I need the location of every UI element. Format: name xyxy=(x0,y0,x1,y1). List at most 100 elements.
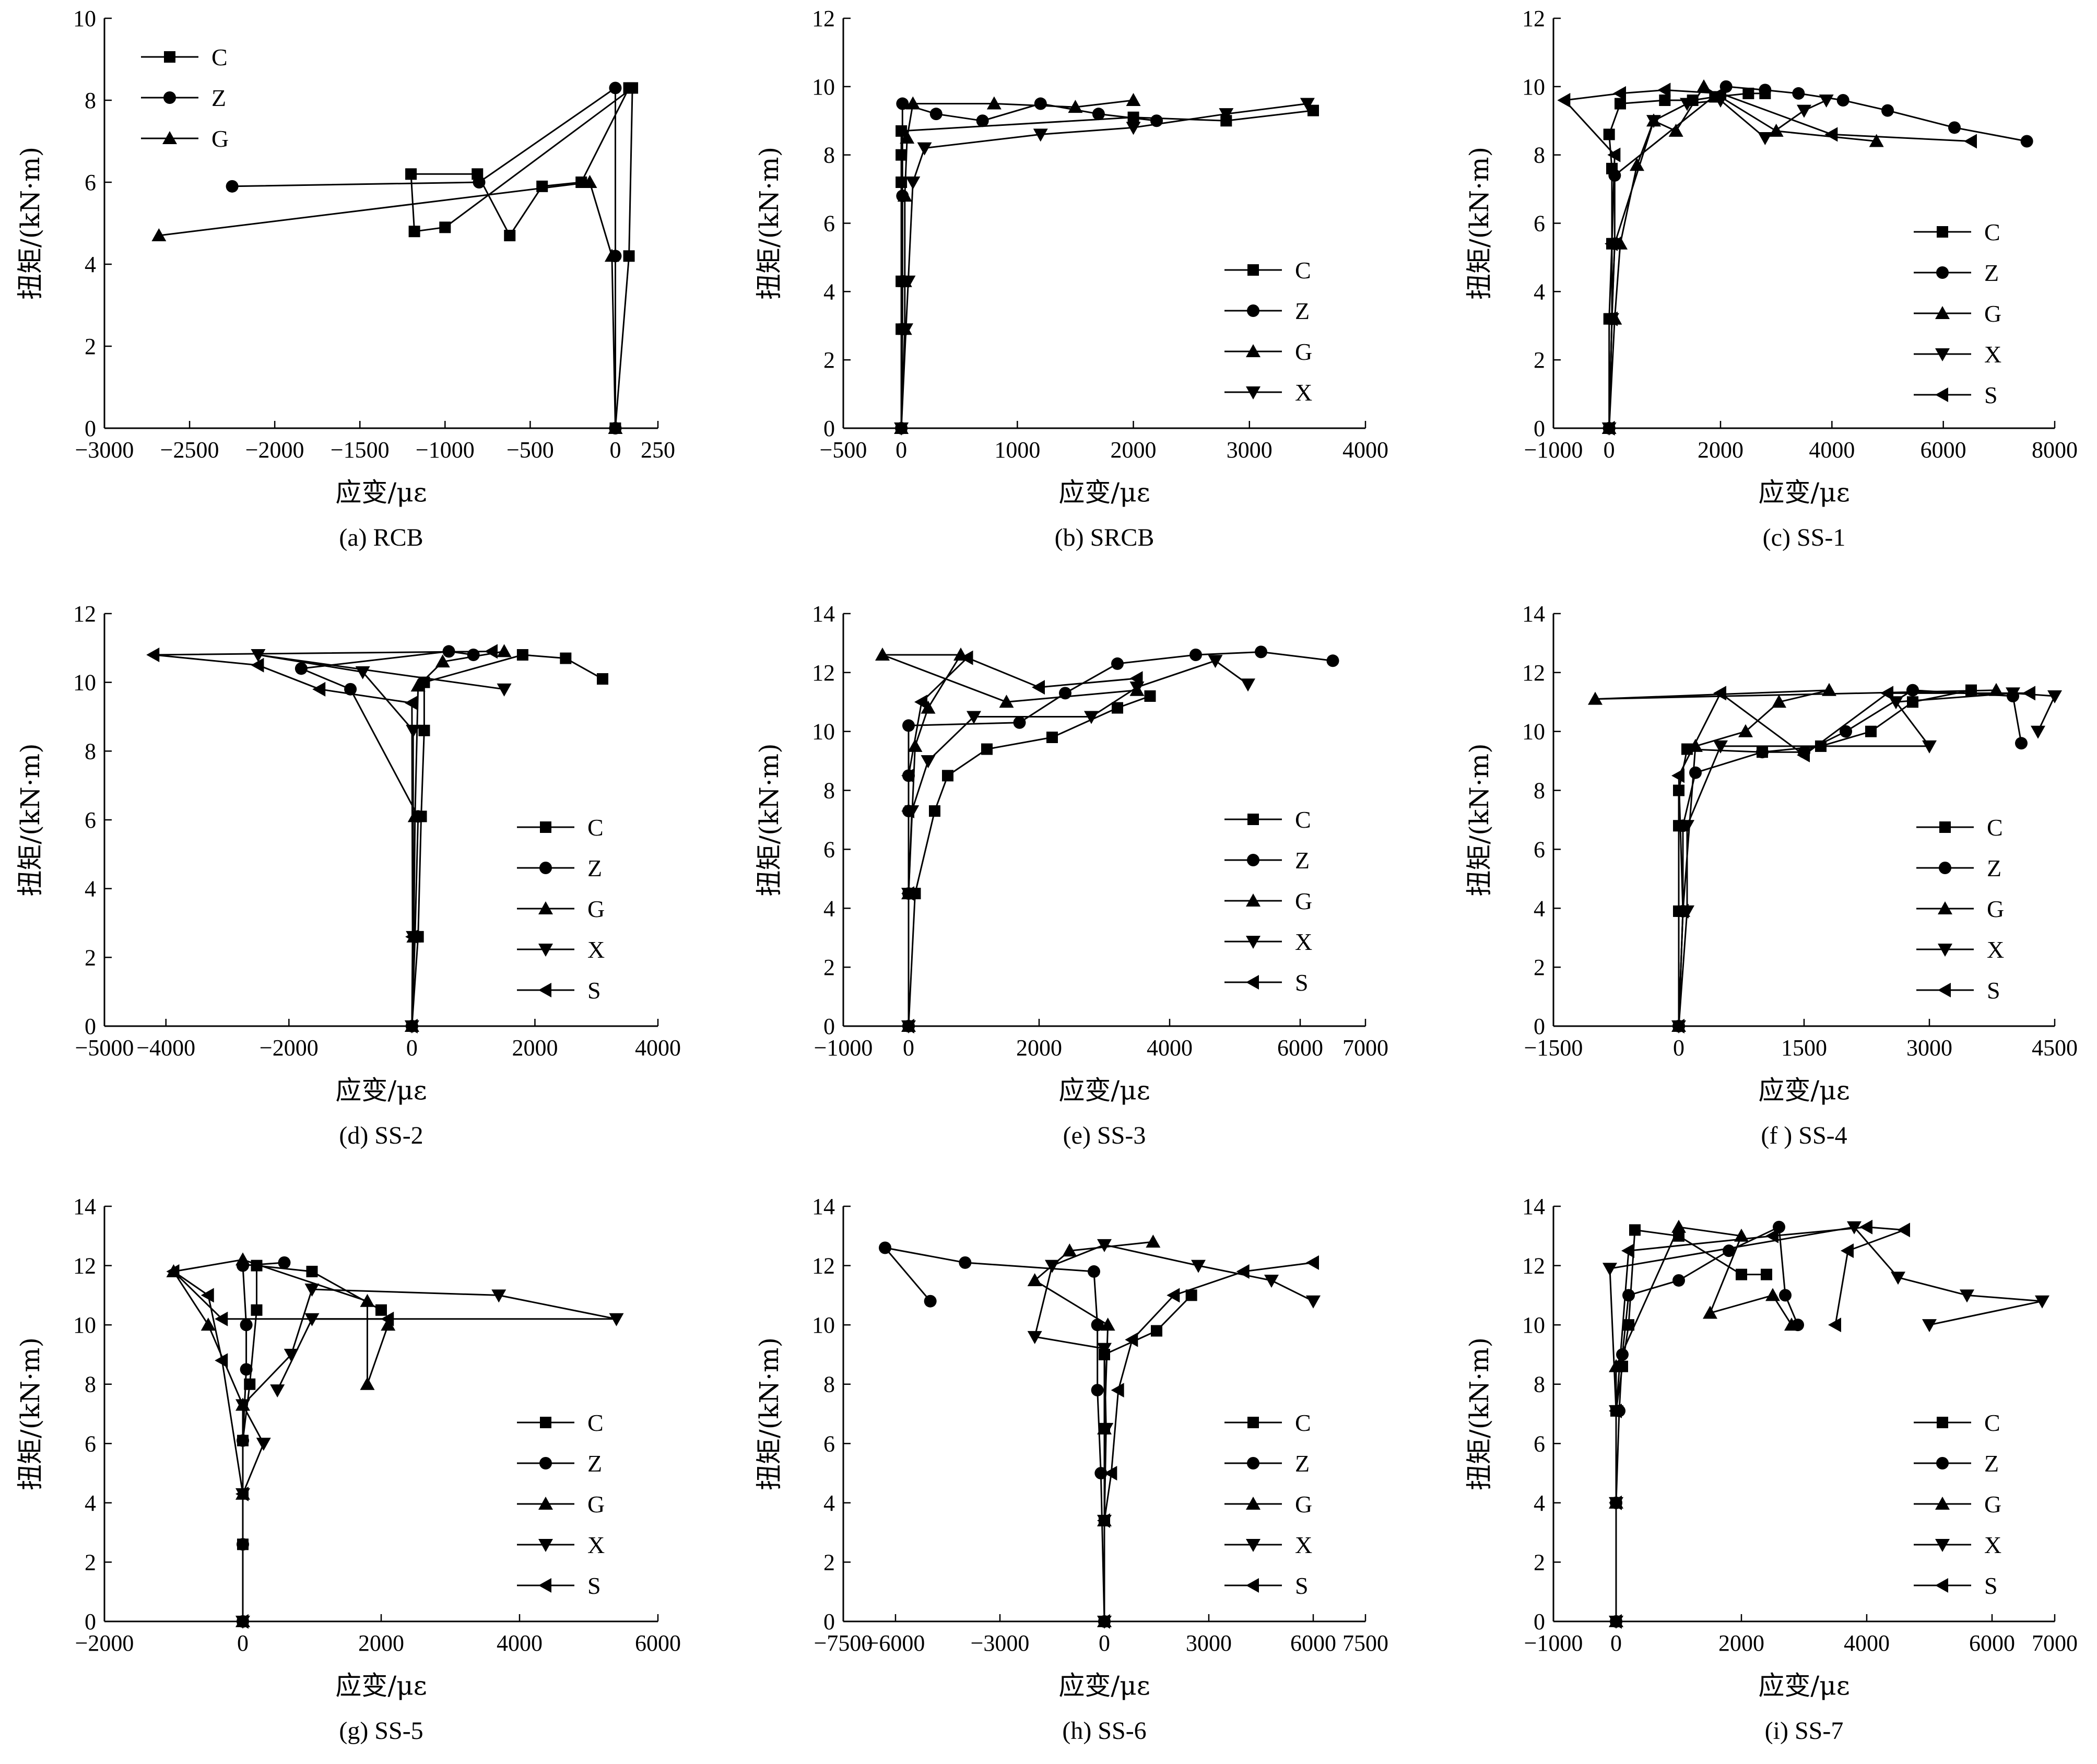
chart-4-series-C-point xyxy=(597,673,608,685)
chart-6-series-S-point xyxy=(1671,1019,1684,1033)
chart-6-x-tick-label: −1500 xyxy=(1524,1035,1583,1061)
chart-1-x-tick-label: −1000 xyxy=(416,437,475,463)
chart-5-legend-label: Z xyxy=(1295,847,1310,874)
chart-9-series-C-point xyxy=(1761,1268,1772,1280)
chart-8-legend-label: X xyxy=(1295,1532,1312,1558)
chart-8-series-S-line xyxy=(1103,1262,1314,1621)
chart-2-x-tick-label: 2000 xyxy=(1111,437,1157,463)
chart-7-legend-label: Z xyxy=(587,1450,602,1477)
chart-1-legend: CZG xyxy=(141,44,229,152)
chart-8-series-Z-point xyxy=(879,1241,891,1254)
chart-8-y-tick-label: 12 xyxy=(812,1253,835,1279)
chart-8-y-tick-label: 4 xyxy=(823,1490,835,1516)
chart-3-series-Z-line xyxy=(1608,86,2027,429)
chart-4-series-S-point xyxy=(404,1019,418,1033)
chart-9-series-S-point xyxy=(1828,1318,1841,1333)
chart-1-series-Z xyxy=(226,81,622,434)
chart-3-series-C-point xyxy=(1615,98,1626,110)
chart-3-series-S-point xyxy=(1605,236,1618,251)
chart-8-series-Z-line xyxy=(884,1247,1105,1622)
chart-6-series-C-line xyxy=(1678,689,1972,1026)
chart-9-y-label: 扭矩/(kN·m) xyxy=(1464,1337,1494,1490)
chart-9: −1000 0 2000 4000 6000 700002468101214应变/με扭矩… xyxy=(1464,1194,2078,1745)
chart-5-x-tick-label: 6000 xyxy=(1277,1035,1323,1061)
chart-8-legend-marker xyxy=(1247,1417,1259,1428)
chart-2-series-X-point xyxy=(899,323,913,337)
chart-3-caption: (c) SS-1 xyxy=(1763,524,1846,551)
chart-8-series-S-point xyxy=(1104,1466,1117,1481)
chart-7-series-S-point xyxy=(166,1264,180,1279)
chart-4-series-G-point xyxy=(410,678,426,692)
chart-7-series-Z-point xyxy=(240,1363,253,1376)
chart-7-x-tick-label: 4000 xyxy=(497,1630,543,1656)
chart-3-series-Z-point xyxy=(1948,121,1961,134)
chart-2-series-G-point xyxy=(905,96,921,110)
chart-7-legend-marker xyxy=(538,1539,553,1552)
chart-3-series-X-point xyxy=(1797,104,1811,118)
chart-6-series-X-point xyxy=(2047,690,2062,703)
chart-4-legend-label: C xyxy=(587,814,604,841)
chart-1-x-tick-label: −2500 xyxy=(160,437,219,463)
chart-5-series-C-point xyxy=(1112,702,1123,714)
chart-2-series-G-point xyxy=(900,130,915,144)
chart-9-y-tick-label: 6 xyxy=(1534,1431,1545,1456)
chart-3-series-Z-point xyxy=(1792,87,1805,100)
chart-9-x-tick-label: 0 xyxy=(1610,1630,1622,1656)
chart-9-x-tick-label: −1000 xyxy=(1524,1630,1583,1656)
chart-8-series-X-point xyxy=(1306,1295,1321,1309)
chart-1-legend-label: C xyxy=(211,44,228,70)
chart-3-x-tick-label: −1000 xyxy=(1524,437,1583,463)
chart-2-series-C-point xyxy=(1307,104,1319,116)
chart-7-series-X-point xyxy=(284,1348,299,1362)
chart-7-series-X-point xyxy=(491,1289,506,1303)
chart-3-series-S-point xyxy=(1601,421,1615,436)
chart-4: −5000 −4000 −2000 0 2000 4000 0 2 4 6 8 10 12 应变/με 扭矩… xyxy=(15,601,681,1149)
chart-3-legend-marker xyxy=(1935,387,1948,402)
chart-9-legend-marker xyxy=(1935,1539,1950,1552)
chart-6-x-tick-label: 0 xyxy=(1673,1035,1684,1061)
chart-7-series-X-point xyxy=(256,1438,271,1451)
chart-6-series-C-point xyxy=(1907,696,1918,708)
chart-7-series-X-line xyxy=(242,1288,617,1621)
chart-7-series-X-point xyxy=(235,1399,250,1413)
chart-4-series-C-point xyxy=(560,652,572,664)
chart-8-series-X-line xyxy=(1034,1244,1314,1621)
chart-6-x-tick-label: 3000 xyxy=(1906,1035,1952,1061)
chart-6-legend-label: S xyxy=(1987,977,2000,1004)
chart-7-x-label: 应变/με xyxy=(335,1671,427,1701)
chart-4-series-S-point xyxy=(312,681,326,697)
chart-1-series-Z-point xyxy=(473,176,486,189)
chart-3-x-tick-label: 8000 xyxy=(2032,437,2078,463)
chart-9-y-tick-label: 4 xyxy=(1534,1490,1545,1516)
chart-8-x-tick-label: 7500 xyxy=(1342,1630,1388,1656)
chart-3-series-S-point xyxy=(1964,134,1977,149)
chart-2-series-X-point xyxy=(1033,128,1048,142)
chart-8-series-S-point xyxy=(1236,1264,1250,1279)
chart-7-series-C-point xyxy=(306,1265,318,1277)
chart-2-series-X-line xyxy=(900,103,1308,429)
chart-2-y-tick-label: 10 xyxy=(812,74,835,100)
chart-3-series-G-point xyxy=(1630,158,1644,171)
chart-6-y-tick-label: 8 xyxy=(1534,778,1545,804)
chart-6-y-tick-label: 12 xyxy=(1522,660,1545,686)
chart-3-legend-marker xyxy=(1936,266,1949,279)
chart-9-series-S-point xyxy=(1841,1243,1854,1259)
chart-3-series-G xyxy=(1601,79,1884,434)
chart-9-x-tick-label: 7000 xyxy=(2032,1630,2078,1656)
chart-5-legend-marker xyxy=(1247,814,1259,825)
chart-7-series-S-point xyxy=(235,1614,249,1629)
chart-3-x-tick-label: 4000 xyxy=(1809,437,1855,463)
chart-5-legend-label: X xyxy=(1295,928,1312,955)
chart-4-legend-label: S xyxy=(587,977,601,1004)
chart-2-series-Z-point xyxy=(896,97,909,110)
chart-7-series-C-point xyxy=(375,1304,387,1316)
chart-9-series-G-point xyxy=(1703,1306,1717,1319)
chart-9-series-G-point xyxy=(1765,1288,1780,1301)
chart-6-series-S-line xyxy=(1678,692,2030,1027)
chart-5-series-C-point xyxy=(942,770,953,782)
chart-2-caption: (b) SRCB xyxy=(1055,524,1154,551)
